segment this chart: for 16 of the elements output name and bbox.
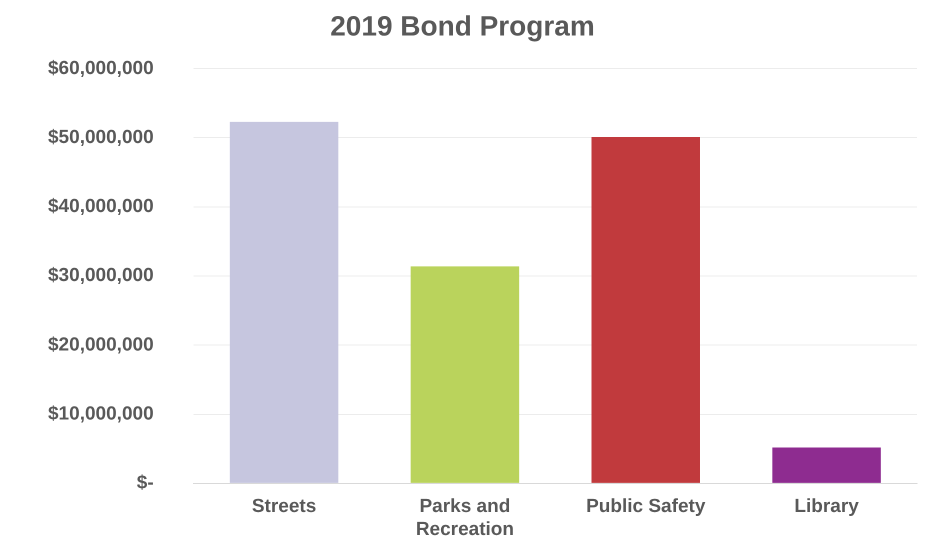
chart-title: 2019 Bond Program xyxy=(330,10,595,42)
y-tick-label: $- xyxy=(136,472,154,494)
x-tick-label: Library xyxy=(794,496,860,518)
x-tick-label: Public Safety xyxy=(586,496,706,518)
bar xyxy=(230,122,338,483)
y-tick-label: $60,000,000 xyxy=(48,58,154,79)
x-tick-label: Parks and Recreation xyxy=(416,496,514,540)
bar xyxy=(410,266,520,483)
bar xyxy=(772,447,881,483)
y-tick-label: $20,000,000 xyxy=(48,334,154,356)
y-tick-label: $50,000,000 xyxy=(48,126,154,148)
x-tick-label: Streets xyxy=(252,496,316,518)
y-tick-label: $30,000,000 xyxy=(48,265,154,286)
y-tick-label: $10,000,000 xyxy=(48,404,154,424)
bar xyxy=(591,137,700,483)
y-tick-label: $40,000,000 xyxy=(48,196,154,218)
